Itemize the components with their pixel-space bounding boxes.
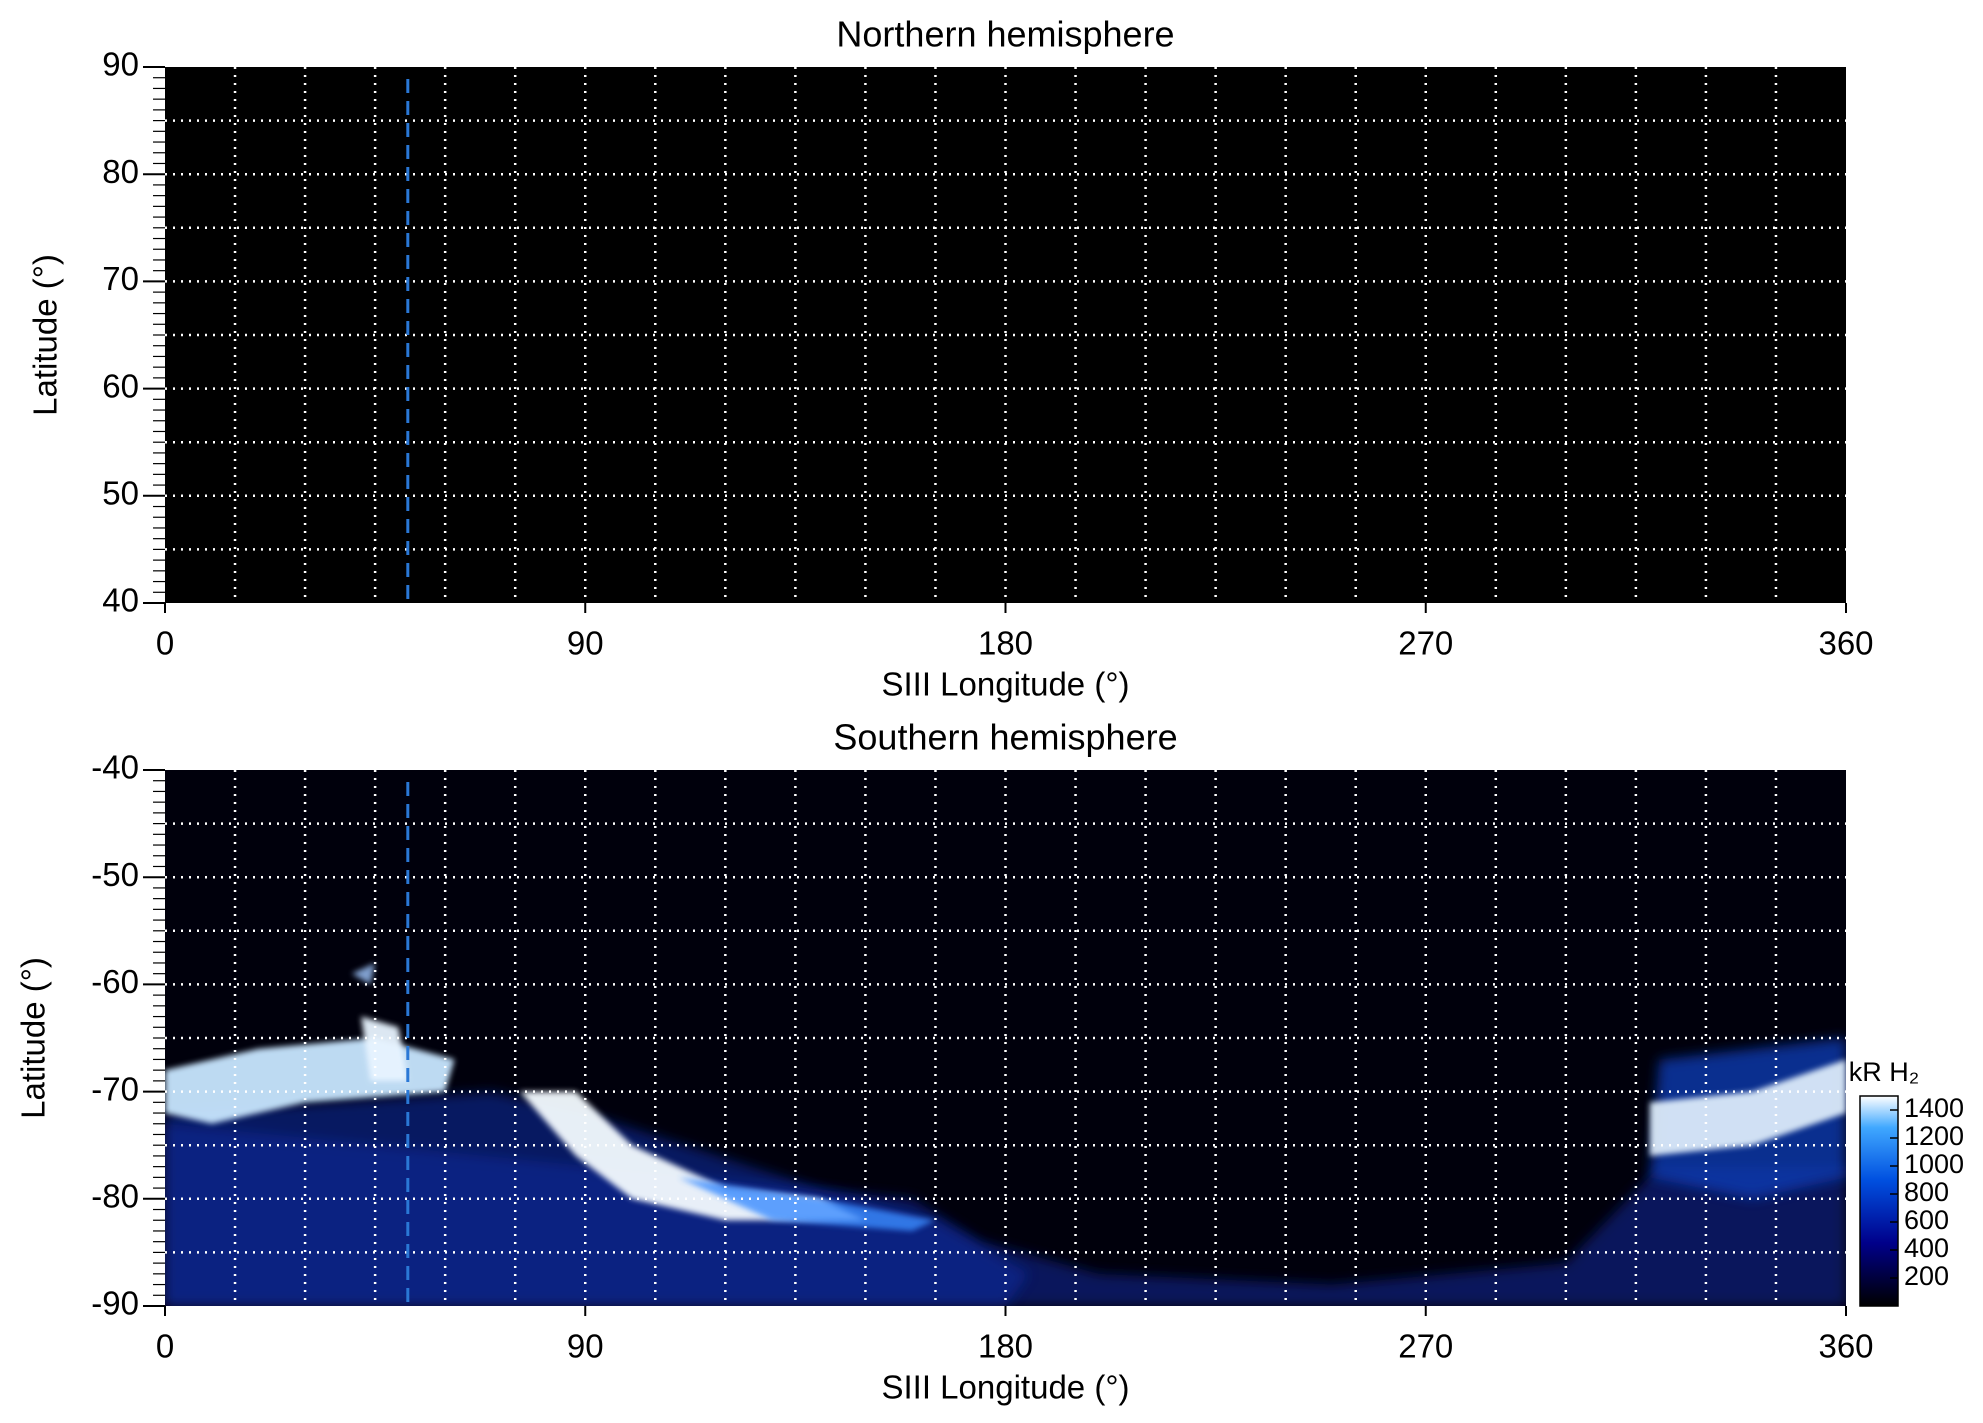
chart-title: Southern hemisphere xyxy=(833,717,1177,758)
y-tick-label: -50 xyxy=(91,856,139,893)
panel: -90 -80 -70 -60 -50 -40 0 90 180 270 360 Southern h… xyxy=(15,717,1874,1406)
colorbar-label: kR H₂ xyxy=(1849,1057,1919,1087)
emission xyxy=(165,962,1846,1306)
x-axis-title: SIII Longitude (°) xyxy=(882,666,1130,703)
y-tick-label: 60 xyxy=(102,367,139,404)
panel: 40 50 60 70 80 90 0 90 180 270 360 Northern hemisph… xyxy=(27,14,1874,703)
x-tick-label: 90 xyxy=(567,1328,604,1365)
y-tick-label: 90 xyxy=(102,46,139,83)
x-tick-label: 360 xyxy=(1818,1328,1873,1365)
y-axis-title: Latitude (°) xyxy=(15,957,52,1119)
emission-region xyxy=(1649,1059,1846,1156)
y-tick-label: -90 xyxy=(91,1285,139,1322)
x-tick-label: 270 xyxy=(1398,1328,1453,1365)
y-tick-label: -70 xyxy=(91,1070,139,1107)
y-tick-label: 50 xyxy=(102,475,139,512)
colorbar-tick-label: 400 xyxy=(1904,1233,1949,1263)
colorbar-tick-label: 800 xyxy=(1904,1177,1949,1207)
x-tick-label: 270 xyxy=(1398,625,1453,662)
colorbar-tick-label: 1200 xyxy=(1904,1121,1964,1151)
emission-region xyxy=(519,1091,866,1221)
emission-region xyxy=(361,1016,408,1081)
colorbar-tick-label: 200 xyxy=(1904,1261,1949,1291)
colorbar-tick-label: 1400 xyxy=(1904,1093,1964,1123)
emission-region xyxy=(165,1091,1029,1306)
emission-region xyxy=(351,962,376,985)
y-tick-label: -80 xyxy=(91,1178,139,1215)
y-tick-label: 40 xyxy=(102,582,139,619)
x-tick-label: 0 xyxy=(156,1328,174,1365)
y-tick-label: 70 xyxy=(102,260,139,297)
x-tick-label: 90 xyxy=(567,625,604,662)
chart-title: Northern hemisphere xyxy=(836,14,1174,55)
x-tick-label: 360 xyxy=(1818,625,1873,662)
colorbar-tick-label: 1000 xyxy=(1904,1149,1964,1179)
x-tick-label: 180 xyxy=(978,1328,1033,1365)
y-axis-title: Latitude (°) xyxy=(27,254,64,416)
x-axis-title: SIII Longitude (°) xyxy=(882,1369,1130,1406)
colorbar-gradient xyxy=(1859,1095,1899,1307)
y-tick-label: -60 xyxy=(91,963,139,1000)
y-tick-label: 80 xyxy=(102,153,139,190)
emission-region xyxy=(678,1177,936,1231)
colorbar-tick-label: 600 xyxy=(1904,1205,1949,1235)
y-tick-label: -40 xyxy=(91,749,139,786)
x-tick-label: 0 xyxy=(156,625,174,662)
x-tick-label: 180 xyxy=(978,625,1033,662)
